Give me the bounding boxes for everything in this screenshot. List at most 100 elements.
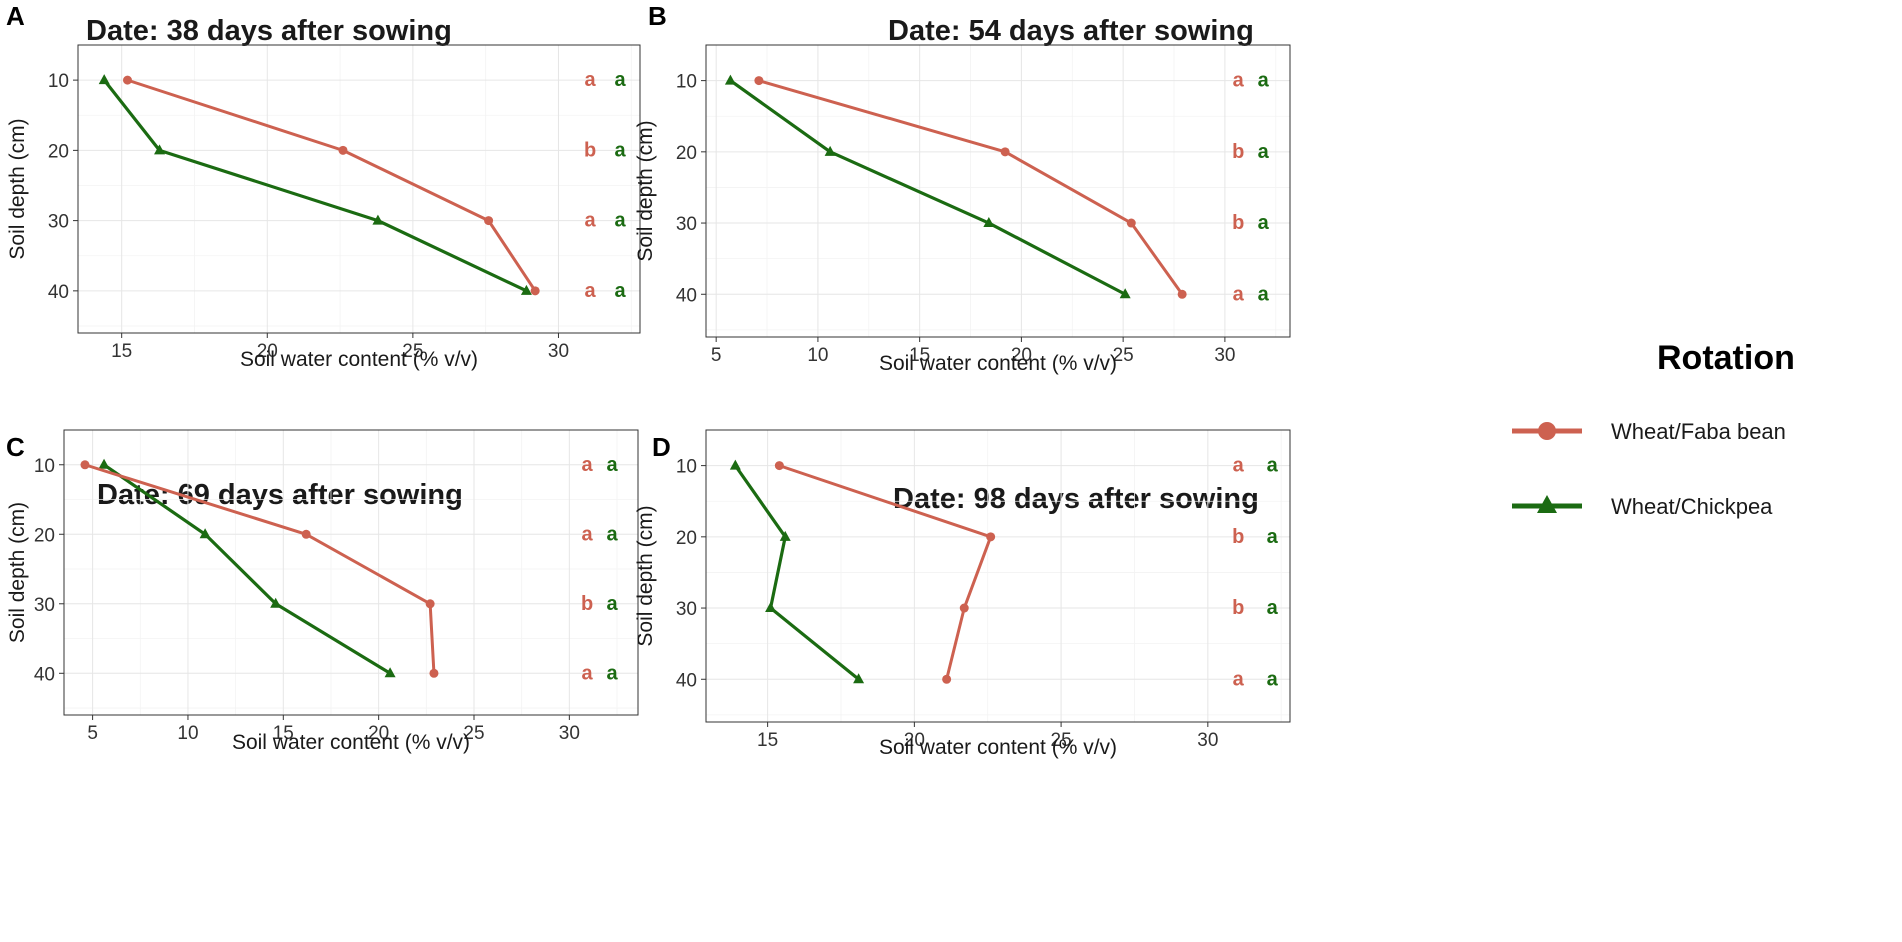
y-tick-label: 20 [34, 525, 55, 546]
y-tick-label: 30 [676, 599, 697, 620]
faba-point [942, 674, 952, 684]
faba-point [1000, 147, 1010, 157]
chickpea-point [270, 597, 282, 608]
faba-significance-letter: b [1232, 212, 1244, 234]
chickpea-point [384, 667, 396, 678]
faba-series-line [758, 79, 1184, 296]
chickpea-significance-letter: a [615, 280, 627, 302]
faba-point [429, 668, 439, 678]
x-tick-label: 20 [904, 730, 925, 751]
x-tick-label: 20 [368, 723, 389, 744]
chickpea-significance-letter: a [606, 454, 618, 476]
x-tick-label: 30 [559, 723, 580, 744]
faba-significance-letter: a [581, 523, 593, 545]
faba-significance-letter: b [581, 593, 593, 615]
faba-significance-letter: b [1232, 141, 1244, 163]
faba-significance-letter: a [1233, 455, 1245, 477]
chickpea-series-line [734, 464, 860, 681]
faba-series-line [84, 463, 436, 674]
y-axis-label: Soil depth (cm) [6, 502, 29, 643]
faba-point [530, 286, 540, 296]
chickpea-point [724, 74, 736, 85]
chickpea-point [729, 459, 741, 470]
faba-point [1126, 218, 1136, 228]
panel-letter: A [6, 1, 25, 31]
chickpea-significance-letter: a [1258, 70, 1270, 92]
x-tick-label: 15 [111, 341, 132, 362]
chickpea-significance-letter: a [1267, 455, 1279, 477]
panel-title: Date: 98 days after sowing [893, 483, 1259, 515]
faba-series-line [778, 464, 993, 680]
x-tick-label: 15 [273, 723, 294, 744]
x-tick-label: 30 [548, 341, 569, 362]
legend-chickpea-marker [1537, 495, 1557, 513]
x-tick-label: 30 [1197, 730, 1218, 751]
x-tick-label: 5 [87, 723, 98, 744]
y-tick-label: 30 [676, 214, 697, 235]
legend: Rotation Wheat/Faba bean Wheat/Chickpea [1512, 339, 1795, 519]
x-tick-label: 10 [807, 345, 828, 366]
panel-d: D Date: 98 days after sowing 15 20 25 30 10 20 3… [634, 429, 1291, 759]
chickpea-point [765, 602, 777, 613]
faba-point [338, 145, 348, 155]
chickpea-point [199, 528, 211, 539]
panel-b: B Date: 54 days after sowing 5 10 15 20 25 30 10… [634, 1, 1291, 375]
faba-significance-letter: a [585, 280, 597, 302]
faba-significance-letter: b [584, 139, 596, 161]
faba-point [301, 529, 311, 539]
panel-title: Date: 54 days after sowing [888, 15, 1254, 47]
y-tick-label: 40 [48, 282, 69, 303]
faba-point [754, 76, 764, 86]
panel-c: C Date: 69 days after sowing 5 10 15 20 25 30 10… [6, 429, 639, 754]
legend-faba-marker [1538, 422, 1556, 440]
legend-title: Rotation [1657, 339, 1795, 377]
x-tick-label: 30 [1214, 345, 1235, 366]
plot-border [63, 429, 639, 716]
faba-point [484, 216, 494, 226]
x-tick-label: 15 [757, 730, 778, 751]
faba-significance-letter: a [585, 69, 597, 91]
faba-significance-letter: b [1232, 597, 1244, 619]
y-tick-label: 10 [676, 72, 697, 93]
y-axis-label: Soil depth (cm) [634, 120, 657, 261]
y-tick-label: 20 [676, 528, 697, 549]
chickpea-significance-letter: a [615, 69, 627, 91]
y-tick-label: 40 [676, 285, 697, 306]
x-axis-label: Soil water content (% v/v) [879, 736, 1117, 759]
x-axis-label: Soil water content (% v/v) [879, 352, 1117, 375]
faba-significance-letter: b [1232, 526, 1244, 548]
chickpea-significance-letter: a [606, 593, 618, 615]
chickpea-significance-letter: a [606, 523, 618, 545]
x-tick-label: 25 [463, 723, 484, 744]
panel-letter: D [652, 432, 671, 462]
y-tick-label: 10 [48, 71, 69, 92]
chickpea-significance-letter: a [1258, 141, 1270, 163]
x-tick-label: 20 [257, 341, 278, 362]
chickpea-significance-letter: a [615, 210, 627, 232]
y-tick-label: 10 [34, 456, 55, 477]
plot-border [705, 429, 1291, 723]
chickpea-point [983, 217, 995, 228]
chickpea-point [154, 144, 166, 155]
chickpea-series-line [102, 79, 528, 293]
y-tick-label: 40 [676, 670, 697, 691]
panel-title: Date: 69 days after sowing [97, 479, 463, 511]
faba-significance-letter: a [581, 662, 593, 684]
chickpea-significance-letter: a [615, 139, 627, 161]
y-tick-label: 20 [48, 141, 69, 162]
chickpea-point [779, 530, 791, 541]
x-axis-label: Soil water content (% v/v) [232, 731, 470, 754]
faba-point [1177, 289, 1187, 299]
faba-point [959, 603, 969, 613]
chickpea-point [98, 74, 110, 85]
x-tick-label: 15 [909, 345, 930, 366]
x-tick-label: 20 [1011, 345, 1032, 366]
chickpea-point [98, 458, 110, 469]
x-tick-label: 25 [1113, 345, 1134, 366]
plot-border [705, 44, 1291, 338]
x-axis-label: Soil water content (% v/v) [240, 348, 478, 371]
chickpea-significance-letter: a [1267, 526, 1279, 548]
y-tick-label: 40 [34, 664, 55, 685]
y-tick-label: 30 [48, 212, 69, 233]
